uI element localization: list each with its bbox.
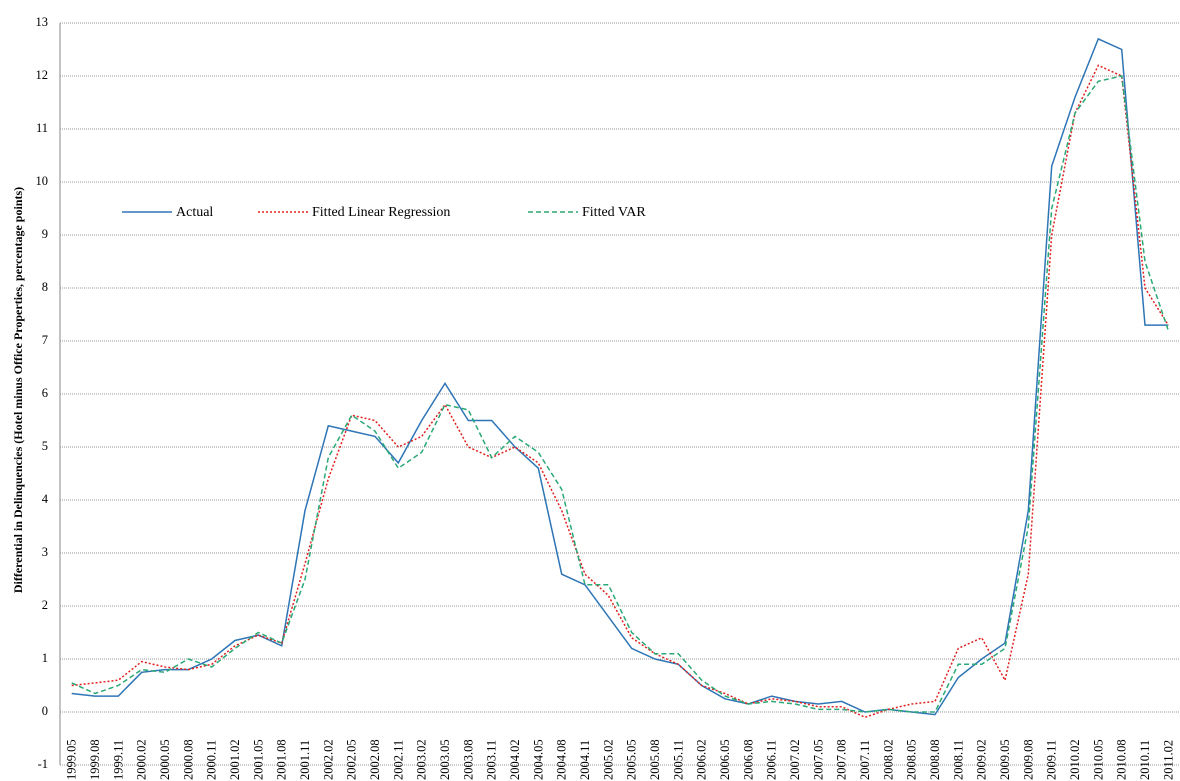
y-tick-label: 3 [42, 545, 48, 559]
x-tick-label: 2005.05 [625, 739, 639, 780]
series-line [71, 64, 1169, 719]
y-tick-label: -1 [38, 757, 48, 771]
x-tick-label: 2009.05 [998, 739, 1012, 780]
x-tick-label: 2000.02 [135, 739, 149, 780]
x-tick-label: 2005.02 [601, 739, 615, 780]
x-tick-label: 2009.11 [1045, 740, 1059, 780]
x-tick-label: 2001.02 [228, 739, 242, 780]
x-tick-label: 2011.02 [1161, 740, 1175, 780]
y-tick-label: 12 [36, 68, 49, 82]
x-tick-label: 2003.05 [438, 739, 452, 780]
y-axis-title: Differential in Delinquencies (Hotel min… [11, 187, 25, 593]
x-tick-label: 2001.05 [251, 739, 265, 780]
x-tick-label: 1999.05 [65, 739, 79, 780]
y-tick-label: 10 [36, 174, 49, 188]
x-tick-label: 2002.05 [345, 739, 359, 780]
x-tick-label: 2002.02 [321, 739, 335, 780]
x-tick-label: 2005.11 [671, 740, 685, 780]
x-tick-label: 2006.08 [741, 739, 755, 780]
y-tick-label: 5 [42, 439, 48, 453]
y-tick-label: 4 [42, 492, 49, 506]
x-tick-label: 2010.02 [1068, 739, 1082, 780]
x-tick-label: 2007.05 [811, 739, 825, 780]
y-tick-label: 11 [36, 121, 48, 135]
x-tick-label: 2010.08 [1115, 739, 1129, 780]
x-tick-label: 2006.05 [718, 739, 732, 780]
x-tick-label: 2008.05 [905, 739, 919, 780]
x-tick-label: 2003.02 [415, 739, 429, 780]
legend-label: Actual [176, 205, 213, 220]
x-tick-label: 2009.02 [975, 739, 989, 780]
x-tick-label: 1999.08 [88, 739, 102, 780]
x-tick-label: 2008.02 [881, 739, 895, 780]
x-tick-label: 2004.02 [508, 739, 522, 780]
y-tick-label: 13 [36, 15, 49, 29]
y-tick-label: 7 [42, 333, 48, 347]
x-tick-label: 2005.08 [648, 739, 662, 780]
x-tick-label: 2000.05 [158, 739, 172, 780]
x-tick-label: 2007.02 [788, 739, 802, 780]
x-tick-label: 2004.05 [531, 739, 545, 780]
x-tick-label: 2002.11 [391, 740, 405, 780]
x-tick-label: 2008.11 [951, 740, 965, 780]
x-tick-label: 2009.08 [1021, 739, 1035, 780]
x-tick-label: 2002.08 [368, 739, 382, 780]
x-tick-label: 2010.05 [1091, 739, 1105, 780]
y-tick-label: 1 [42, 651, 48, 665]
x-tick-label: 2000.08 [181, 739, 195, 780]
x-tick-label: 2003.11 [485, 740, 499, 780]
x-tick-label: 2006.02 [695, 739, 709, 780]
y-tick-label: 2 [42, 598, 48, 612]
y-tick-label: 0 [42, 704, 48, 718]
x-tick-label: 2004.11 [578, 740, 592, 780]
y-tick-label: 6 [42, 386, 48, 400]
x-tick-label: 2003.08 [461, 739, 475, 780]
x-tick-label: 2010.11 [1138, 740, 1152, 780]
x-tick-label: 2007.08 [835, 739, 849, 780]
y-tick-label: 8 [42, 280, 48, 294]
x-tick-label: 1999.11 [111, 740, 125, 780]
x-tick-label: 2007.11 [858, 740, 872, 780]
series-line [71, 37, 1169, 716]
legend-label: Fitted VAR [582, 205, 646, 220]
x-tick-label: 2008.08 [928, 739, 942, 780]
x-tick-label: 2004.08 [555, 739, 569, 780]
x-tick-label: 2000.11 [205, 740, 219, 780]
y-tick-label: 9 [42, 227, 48, 241]
x-tick-label: 2006.11 [765, 740, 779, 780]
legend-label: Fitted Linear Regression [312, 205, 450, 220]
x-tick-label: 2001.08 [275, 739, 289, 780]
x-tick-label: 2001.11 [298, 740, 312, 780]
